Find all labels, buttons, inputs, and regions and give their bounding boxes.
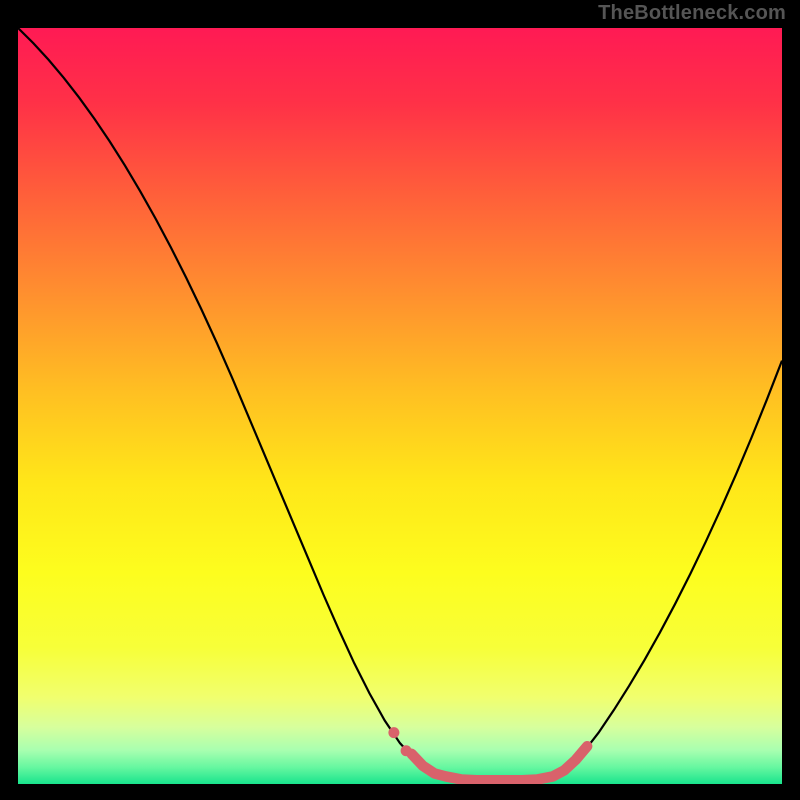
attribution-text: TheBottleneck.com [598, 2, 786, 25]
gradient-background [18, 28, 782, 784]
plot-area [18, 28, 782, 784]
bottleneck-curve-chart [18, 28, 782, 784]
chart-frame: TheBottleneck.com [0, 0, 800, 800]
